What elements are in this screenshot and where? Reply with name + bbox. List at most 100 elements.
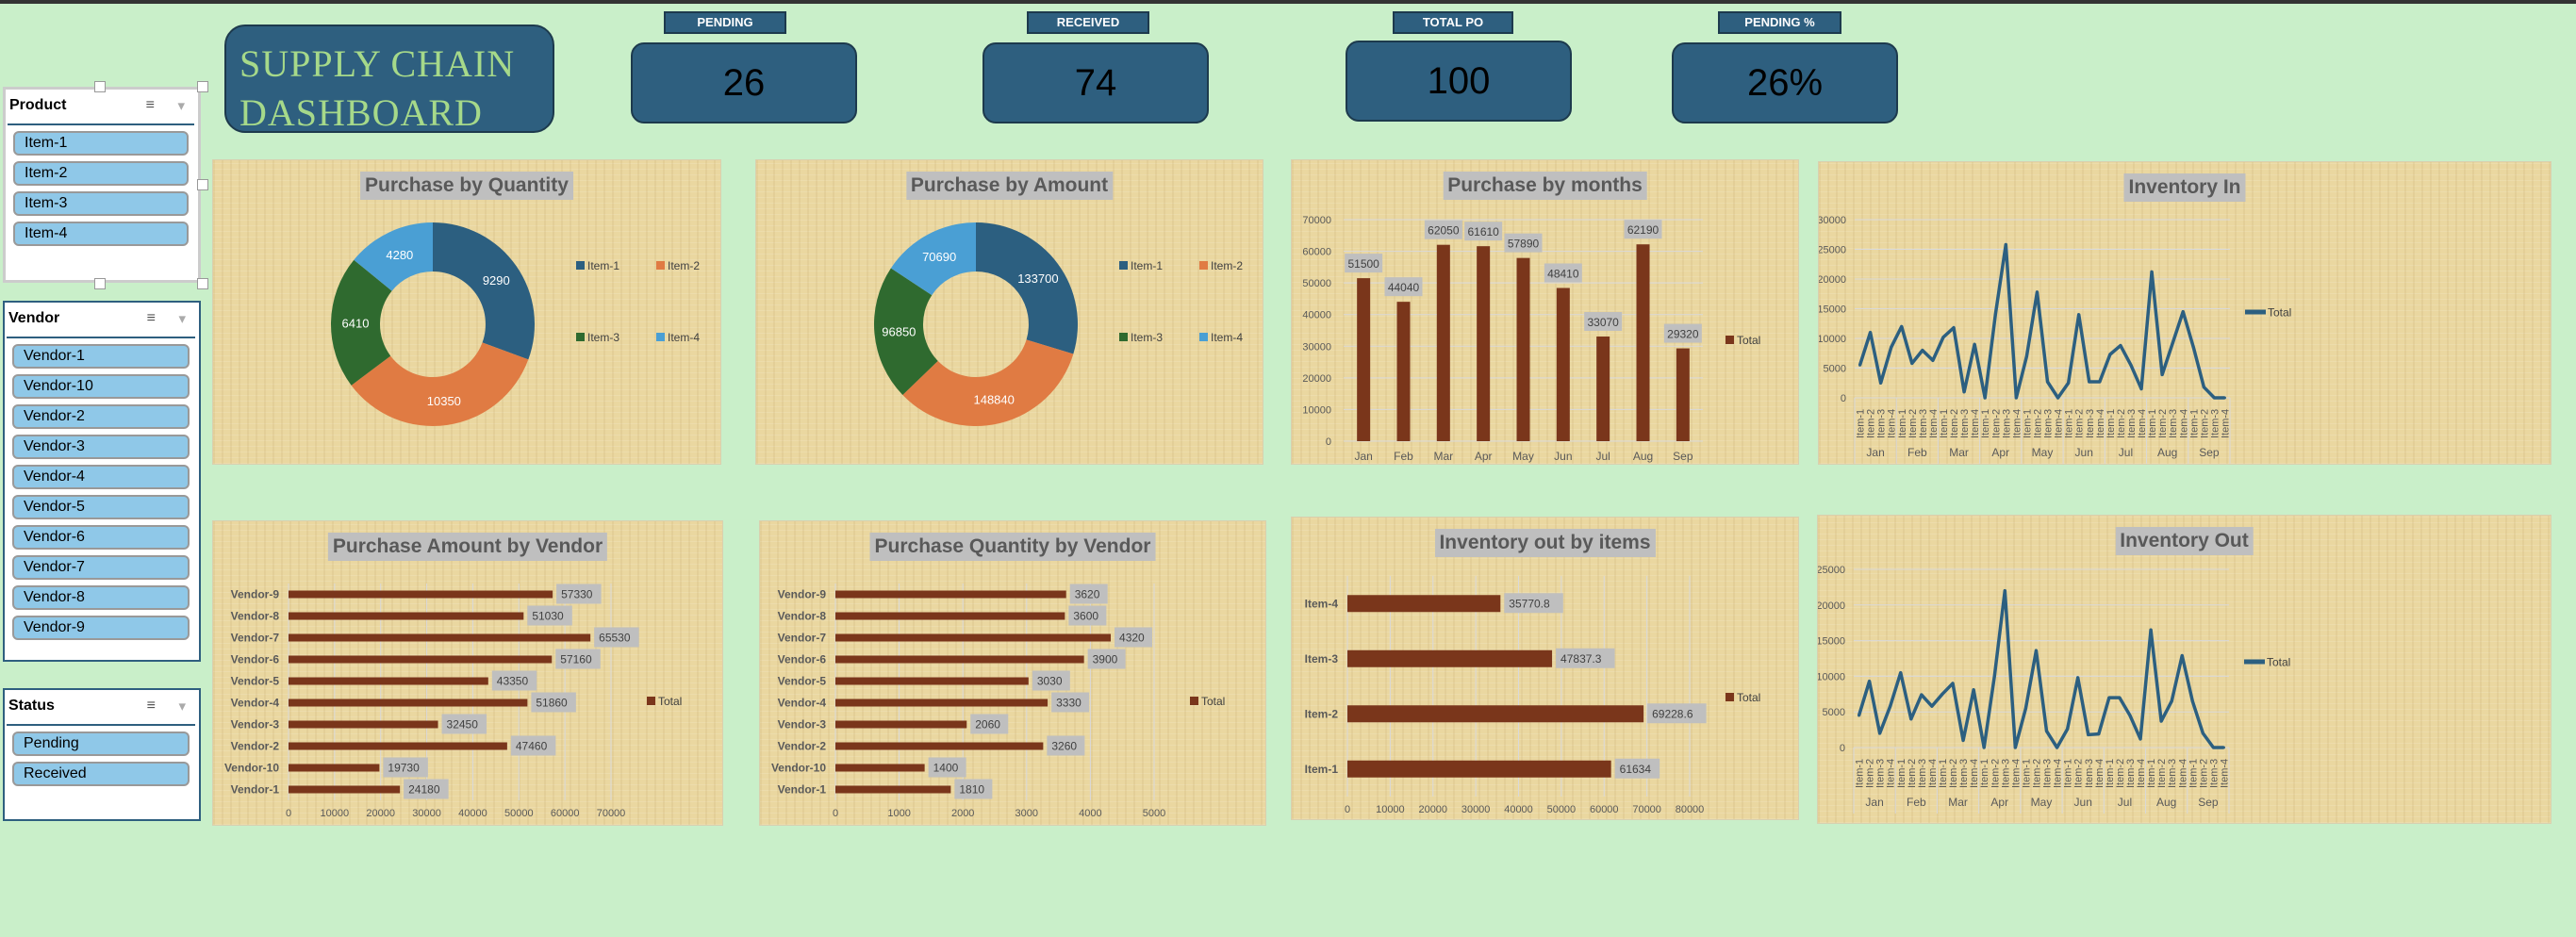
y-tick-label: 30000	[1302, 341, 1331, 353]
purchase-quantity-by-vendor-chart[interactable]: 0 1000 2000 3000 4000 5000 1810 Vendor-1 1400 Ven…	[759, 520, 1266, 826]
clear-filter-icon[interactable]: ▾	[177, 98, 185, 114]
kpi-pending-label: PENDING	[664, 11, 786, 34]
purchase-by-months-chart[interactable]: 0 10000 20000 30000 40000 50000 60000 70000 5150…	[1291, 159, 1799, 465]
data-point	[2211, 746, 2215, 749]
x-month-label: Jul	[2118, 796, 2132, 809]
slicer-item-vendor-3[interactable]: Vendor-3	[12, 435, 190, 459]
data-label-bg	[1115, 627, 1153, 648]
x-tick-label: 50000	[1547, 804, 1577, 815]
slicer-item-vendor-5[interactable]: Vendor-5	[12, 495, 190, 519]
slicer-item-vendor-6[interactable]: Vendor-6	[12, 525, 190, 550]
slicer-item-item-1[interactable]: Item-1	[13, 131, 189, 156]
x-tick-label: Mar	[1433, 450, 1453, 463]
x-month-label: Aug	[2156, 796, 2176, 809]
data-point	[2190, 699, 2194, 703]
purchase-by-quantity-chart[interactable]: 9290 10350 6410 4280 Item-1 Item-2 Item-3 Item-…	[212, 159, 721, 465]
data-point	[2087, 732, 2090, 736]
chart-plot: 9290 10350 6410 4280 Item-1 Item-2 Item-3 Item-…	[331, 222, 700, 427]
x-month-label: Jan	[1865, 796, 1883, 809]
legend-marker	[576, 333, 585, 341]
legend-label: Item-4	[1211, 331, 1243, 344]
x-item-label: Item-3	[1917, 759, 1928, 788]
data-point	[1890, 345, 1893, 349]
x-item-label: Item-2	[1949, 409, 1960, 438]
slicer-item-item-2[interactable]: Item-2	[13, 161, 189, 186]
slicer-item-vendor-1[interactable]: Vendor-1	[12, 344, 190, 369]
x-tick-label: Jan	[1354, 450, 1372, 463]
multi-select-icon[interactable]: ≡	[146, 310, 156, 326]
slicer-item-received[interactable]: Received	[12, 762, 190, 786]
purchase-amount-by-vendor-chart[interactable]: 0 10000 20000 30000 40000 50000 60000 70000 2418…	[212, 520, 723, 826]
data-label: 57160	[560, 653, 592, 666]
y-tick-label: Vendor-9	[778, 588, 827, 601]
x-item-label: Item-2	[1907, 759, 1918, 788]
multi-select-icon[interactable]: ≡	[146, 698, 156, 714]
inventory-in-chart[interactable]: 0 5000 10000 15000 20000 25000 30000 Item-1 Item…	[1818, 161, 2551, 465]
bar-item-3	[1347, 649, 1553, 667]
x-item-label: Item-2	[1866, 409, 1877, 438]
data-label: 51500	[1347, 257, 1379, 271]
chart-plot: 133700 148840 96850 70690 Item-1 Item-2 Item-3…	[874, 222, 1243, 427]
slicer-item-vendor-8[interactable]: Vendor-8	[12, 585, 190, 610]
data-point	[2088, 380, 2091, 384]
data-point	[2023, 706, 2027, 710]
x-item-label: Item-3	[1875, 759, 1887, 788]
resize-handle[interactable]	[94, 81, 106, 92]
clear-filter-icon[interactable]: ▾	[178, 699, 186, 715]
slicer-item-vendor-10[interactable]: Vendor-10	[12, 374, 190, 399]
purchase-by-amount-chart[interactable]: 133700 148840 96850 70690 Item-1 Item-2 Item-3…	[755, 159, 1263, 465]
slicer-item-vendor-4[interactable]: Vendor-4	[12, 465, 190, 489]
donut-slice-item-3	[331, 259, 392, 386]
resize-handle[interactable]	[94, 278, 106, 289]
data-label-bg	[928, 757, 966, 778]
data-point	[2181, 310, 2185, 314]
slicer-item-item-4[interactable]: Item-4	[13, 222, 189, 246]
inventory-out-by-items-chart[interactable]: 0 10000 20000 30000 40000 50000 60000 70000 8000…	[1291, 517, 1799, 820]
y-tick-label: 20000	[1819, 274, 1846, 286]
kpi-received-value: 74	[983, 42, 1209, 123]
donut-slice-item-1	[976, 222, 1078, 354]
x-item-label: Item-4	[2136, 759, 2147, 788]
multi-select-icon[interactable]: ≡	[145, 97, 155, 113]
product-slicer[interactable]: Product ≡ ▾ Item-1 Item-2 Item-3 Item-4	[3, 87, 201, 283]
slicer-item-item-3[interactable]: Item-3	[13, 191, 189, 216]
legend-label: Total	[2267, 656, 2290, 669]
legend-marker	[1726, 693, 1734, 701]
x-tick-label: 50000	[504, 808, 534, 819]
data-label: 10350	[427, 394, 461, 408]
vendor-slicer[interactable]: Vendor ≡ ▾ Vendor-1 Vendor-10 Vendor-2 Ven…	[3, 301, 201, 662]
x-item-label: Item-2	[2199, 409, 2210, 438]
slicer-title: Status	[8, 698, 55, 714]
x-item-label: Item-1	[1939, 409, 1950, 438]
data-point	[1868, 680, 1872, 683]
resize-handle[interactable]	[197, 81, 208, 92]
resize-handle[interactable]	[197, 179, 208, 190]
x-item-label: Item-3	[1959, 409, 1971, 438]
data-label-bg	[1504, 593, 1563, 614]
clear-filter-icon[interactable]: ▾	[178, 311, 186, 327]
data-label-bg	[441, 714, 487, 734]
slicer-item-vendor-2[interactable]: Vendor-2	[12, 404, 190, 429]
x-item-label: Item-3	[2208, 759, 2220, 788]
data-point	[1961, 738, 1965, 742]
slicer-item-vendor-7[interactable]: Vendor-7	[12, 555, 190, 580]
donut-slice-item-2	[351, 342, 529, 427]
data-label: 3600	[1073, 610, 1098, 623]
data-point	[2150, 270, 2154, 273]
x-item-label: Item-2	[2031, 759, 2042, 788]
data-point	[1931, 358, 1935, 362]
data-point	[2119, 344, 2122, 348]
resize-handle[interactable]	[197, 278, 208, 289]
slicer-item-pending[interactable]: Pending	[12, 732, 190, 756]
legend-marker	[647, 697, 655, 705]
inventory-out-chart[interactable]: 0 5000 10000 15000 20000 25000 Item-1 Item-2 Ite…	[1817, 515, 2551, 824]
y-tick-label: Vendor-7	[231, 632, 280, 645]
chart-title: Purchase Amount by Vendor	[327, 533, 608, 561]
legend-label: Total	[658, 695, 682, 708]
slicer-item-vendor-9[interactable]: Vendor-9	[12, 616, 190, 640]
data-label-bg	[1032, 670, 1070, 691]
data-point	[2004, 242, 2007, 246]
status-slicer[interactable]: Status ≡ ▾ Pending Received	[3, 688, 201, 821]
data-label-bg	[555, 649, 601, 669]
x-tick-label: 0	[833, 808, 838, 819]
